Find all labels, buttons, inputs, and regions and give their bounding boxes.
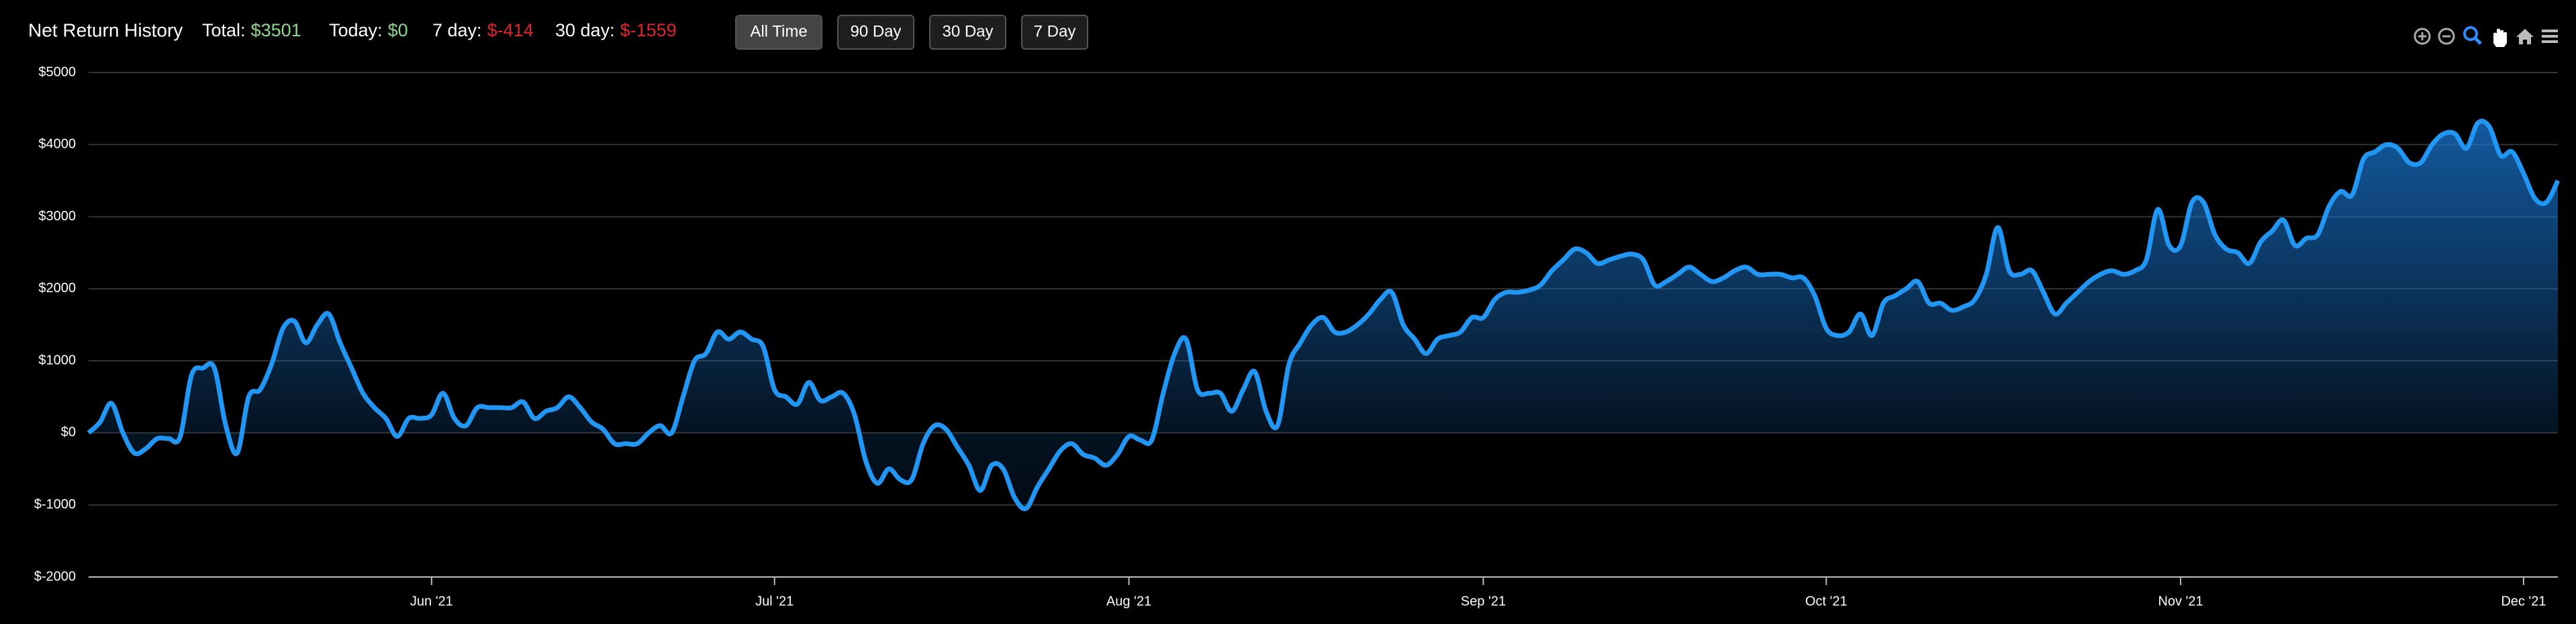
range-button[interactable]: 30 Day <box>929 15 1006 50</box>
button-label[interactable]: 30 Day <box>942 22 993 40</box>
button-label[interactable]: 7 Day <box>1034 22 1076 40</box>
range-button[interactable]: 7 Day <box>1021 15 1088 50</box>
stat-value: $-1559 <box>620 20 677 40</box>
pan-button[interactable] <box>2493 28 2507 47</box>
stat-value: $3501 <box>251 20 301 40</box>
menu-button[interactable] <box>2542 30 2558 43</box>
button-frame[interactable] <box>735 15 822 50</box>
y-tick-label: $4000 <box>38 137 76 152</box>
x-tick-label: Nov '21 <box>2158 594 2203 609</box>
zoom-in-button[interactable] <box>2414 28 2431 45</box>
button-frame[interactable] <box>929 15 1006 50</box>
stat: 7 day: $-414 <box>432 20 534 40</box>
button-frame[interactable] <box>1021 15 1088 50</box>
y-tick-label: $-2000 <box>34 569 76 584</box>
button-label[interactable]: All Time <box>750 22 807 40</box>
button-frame[interactable] <box>837 15 914 50</box>
stat-value: $-414 <box>487 20 534 40</box>
x-tick-label: Aug '21 <box>1106 594 1151 609</box>
reset-button[interactable] <box>2516 29 2534 44</box>
toolbar <box>2414 26 2558 47</box>
chart-title: Net Return History <box>28 19 183 40</box>
x-tick-label: Sep '21 <box>1461 594 1506 609</box>
line <box>87 118 2561 511</box>
area <box>89 121 2558 509</box>
stat-label: Today: <box>329 20 383 40</box>
x-tick-label: Oct '21 <box>1805 594 1848 609</box>
range-button[interactable]: 90 Day <box>837 15 914 50</box>
y-tick-label: $-1000 <box>34 497 76 512</box>
x-tick-label: Dec '21 <box>2501 594 2546 609</box>
zoom-select-button[interactable] <box>2463 26 2482 45</box>
range-button[interactable]: All Time <box>735 15 822 50</box>
y-tick-label: $1000 <box>38 353 76 367</box>
x-tick-label: Jun '21 <box>410 594 453 609</box>
stat-label: 7 day: <box>432 20 482 40</box>
stat: Total: $3501 <box>202 20 301 40</box>
zoom-out-button[interactable] <box>2438 28 2455 45</box>
stat-value: $0 <box>388 20 408 40</box>
stat-label: Total: <box>202 20 246 40</box>
stat-label: 30 day: <box>555 20 615 40</box>
y-tick-label: $2000 <box>38 281 76 296</box>
y-tick-label: $0 <box>61 425 76 440</box>
stat: 30 day: $-1559 <box>555 20 677 40</box>
y-tick-label: $5000 <box>38 64 76 79</box>
y-tick-label: $3000 <box>38 209 76 224</box>
stat: Today: $0 <box>329 20 408 40</box>
x-tick-label: Jul '21 <box>755 594 794 609</box>
button-label[interactable]: 90 Day <box>850 22 901 40</box>
